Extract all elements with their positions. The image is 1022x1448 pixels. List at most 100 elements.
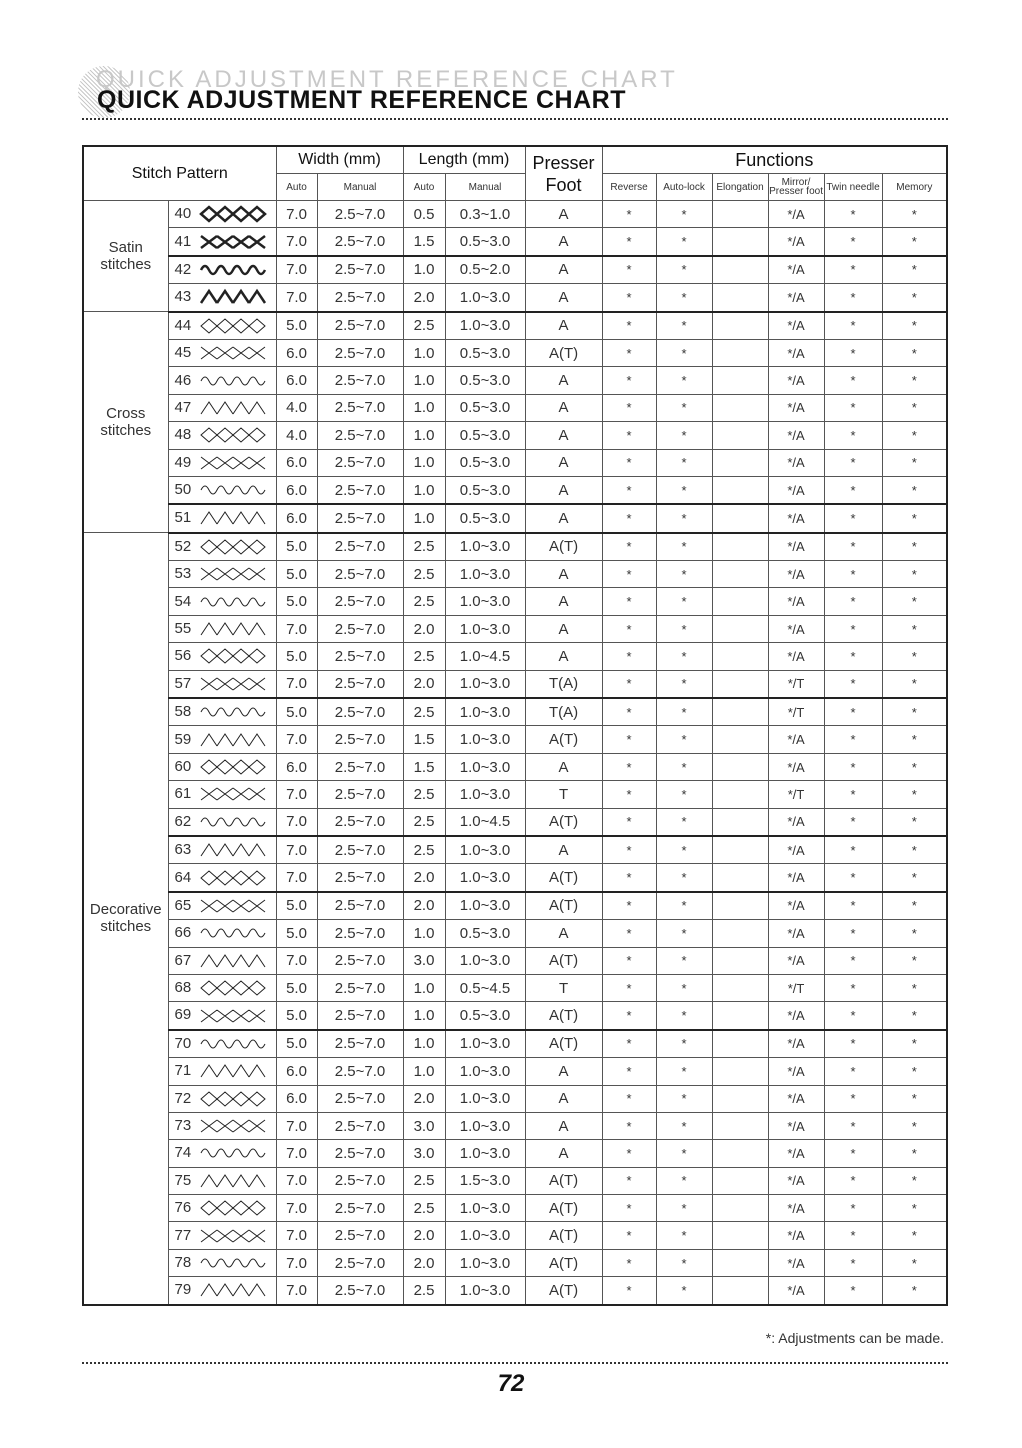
cell-length-manual: 1.0~3.0: [444, 780, 526, 809]
cell-width-auto: 6.0: [275, 366, 318, 395]
cell-reverse: *: [601, 1111, 657, 1141]
cell-presser-foot: A: [524, 366, 603, 395]
cell-reverse: *: [601, 1001, 657, 1031]
cell-presser-foot: A(T): [524, 1194, 603, 1223]
stitch-number: 67: [174, 951, 192, 969]
cell-elongation: [711, 1028, 769, 1059]
cell-width-auto: 7.0: [275, 199, 318, 229]
cell-memory: *: [881, 1001, 948, 1031]
cell-auto-lock: *: [655, 338, 713, 368]
cell-presser-foot: A: [524, 448, 603, 477]
cell-mirror-presser-foot: */A: [767, 834, 825, 865]
cell-elongation: [711, 1084, 769, 1113]
cell-reverse: *: [601, 393, 657, 423]
cell-auto-lock: *: [655, 393, 713, 423]
stitch-pattern-cell: 54: [167, 587, 277, 616]
cell-length-auto: 3.0: [402, 1111, 446, 1141]
cell-width-manual: 2.5~7.0: [316, 863, 404, 893]
cell-length-manual: 1.0~3.0: [444, 697, 526, 727]
stitch-number: 60: [174, 757, 192, 775]
stitch-number: 75: [174, 1171, 192, 1189]
cell-length-manual: 0.5~4.5: [444, 973, 526, 1003]
cell-length-auto: 1.5: [402, 725, 446, 754]
table-row: 49 6.0 2.5~7.0 1.0 0.5~3.0 A * * */A * *: [83, 448, 948, 477]
cell-width-auto: 5.0: [275, 642, 318, 671]
cell-reverse: *: [601, 890, 657, 921]
cell-presser-foot: T: [524, 973, 603, 1003]
cell-elongation: [711, 254, 769, 285]
stitch-pattern-icon: [200, 899, 265, 913]
cell-length-manual: 1.0~4.5: [444, 807, 526, 837]
cell-length-auto: 1.0: [402, 919, 446, 948]
cell-memory: *: [881, 919, 948, 948]
stitch-pattern-cell: 69: [167, 1001, 277, 1031]
cell-mirror-presser-foot: */A: [767, 531, 825, 562]
table-row: 46 6.0 2.5~7.0 1.0 0.5~3.0 A * * */A * *: [83, 366, 948, 395]
stitch-number: 50: [174, 481, 192, 499]
header-foot-text: Foot: [545, 174, 582, 195]
stitch-pattern-icon: [199, 759, 266, 775]
cell-twin-needle: *: [823, 366, 883, 395]
cell-elongation: [711, 807, 769, 837]
table-row: 48 4.0 2.5~7.0 1.0 0.5~3.0 A * * */A * *: [83, 421, 948, 450]
footer-divider: [82, 1362, 948, 1364]
cell-width-auto: 4.0: [275, 393, 318, 423]
cell-width-manual: 2.5~7.0: [316, 448, 404, 477]
cell-twin-needle: *: [823, 531, 883, 562]
stitch-number: 56: [174, 647, 192, 665]
cell-length-auto: 1.0: [402, 366, 446, 395]
table-row: 41 7.0 2.5~7.0 1.5 0.5~3.0 A * * */A * *: [83, 227, 948, 257]
cell-reverse: *: [601, 1276, 657, 1306]
table-row: 77 7.0 2.5~7.0 2.0 1.0~3.0 A(T) * * */A * *: [83, 1221, 948, 1250]
stitch-pattern-cell: 49: [167, 448, 277, 477]
cell-length-auto: 0.5: [402, 199, 446, 229]
table-row: 53 5.0 2.5~7.0 2.5 1.0~3.0 A * * */A * *: [83, 560, 948, 589]
cell-twin-needle: *: [823, 310, 883, 340]
cell-width-manual: 2.5~7.0: [316, 919, 404, 948]
stitch-pattern-icon: [200, 732, 265, 746]
stitch-pattern-icon: [199, 980, 266, 996]
cell-memory: *: [881, 697, 948, 727]
cell-width-auto: 5.0: [275, 973, 318, 1003]
cell-width-manual: 2.5~7.0: [316, 475, 404, 505]
cell-presser-foot: T: [524, 780, 603, 809]
stitch-pattern-cell: 79: [167, 1276, 277, 1306]
stitch-pattern-cell: 72: [167, 1084, 277, 1113]
cell-width-manual: 2.5~7.0: [316, 1001, 404, 1031]
cell-width-auto: 5.0: [275, 560, 318, 589]
cell-elongation: [711, 199, 769, 229]
table-body: Satin stitches 40 7.0 2.5~7.0 0.5 0.3~1.0 A * * *…: [82, 199, 948, 1306]
cell-mirror-presser-foot: */A: [767, 1001, 825, 1031]
cell-reverse: *: [601, 1084, 657, 1113]
cell-memory: *: [881, 1166, 948, 1196]
cell-auto-lock: *: [655, 1084, 713, 1113]
cell-mirror-presser-foot: */A: [767, 642, 825, 671]
cell-presser-foot: A: [524, 752, 603, 782]
cell-mirror-presser-foot: */T: [767, 697, 825, 727]
cell-length-manual: 0.5~3.0: [444, 448, 526, 477]
cell-elongation: [711, 973, 769, 1003]
cell-presser-foot: A: [524, 199, 603, 229]
stitch-pattern-icon: [199, 234, 266, 249]
cell-length-manual: 1.0~3.0: [444, 310, 526, 340]
cell-presser-foot: A: [524, 254, 603, 285]
stitch-pattern-cell: 76: [167, 1194, 277, 1223]
cell-width-manual: 2.5~7.0: [316, 227, 404, 257]
cell-reverse: *: [601, 697, 657, 727]
cell-elongation: [711, 669, 769, 699]
cell-memory: *: [881, 254, 948, 285]
cell-mirror-presser-foot: */A: [767, 448, 825, 477]
cell-presser-foot: A(T): [524, 1221, 603, 1250]
cell-length-manual: 1.0~3.0: [444, 531, 526, 562]
stitch-pattern-icon: [200, 597, 265, 607]
cell-length-auto: 1.5: [402, 227, 446, 257]
cell-auto-lock: *: [655, 1221, 713, 1250]
cell-width-auto: 5.0: [275, 310, 318, 340]
cell-mirror-presser-foot: */A: [767, 1166, 825, 1196]
header-presser-foot-text: Presser foot: [769, 186, 823, 197]
cell-reverse: *: [601, 725, 657, 754]
cell-length-auto: 2.0: [402, 614, 446, 644]
cell-width-manual: 2.5~7.0: [316, 503, 404, 534]
cell-length-auto: 1.0: [402, 1057, 446, 1086]
cell-mirror-presser-foot: */T: [767, 780, 825, 809]
